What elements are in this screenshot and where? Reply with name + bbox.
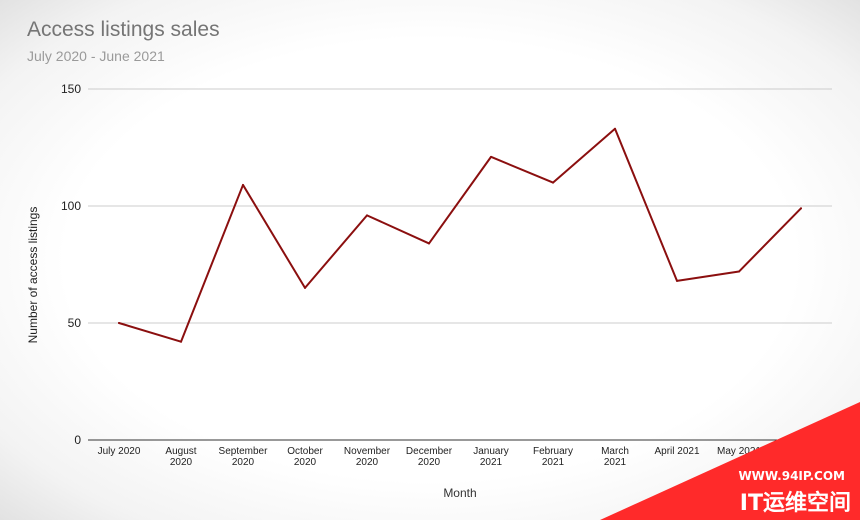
x-tick-label: March 2021	[601, 446, 629, 468]
y-axis-label: Number of access listings	[26, 207, 40, 344]
y-tick-label: 100	[61, 199, 81, 213]
watermark: WWW.94IP.COM IT运维空间	[600, 402, 860, 520]
y-axis-ticks: 0 50 100 150	[61, 82, 81, 447]
x-tick-label: November 2020	[344, 446, 391, 468]
watermark-banner	[600, 402, 860, 520]
x-tick-label: February 2021	[533, 446, 573, 468]
y-tick-label: 50	[68, 316, 82, 330]
data-point	[118, 322, 120, 324]
x-tick-label: July 2020	[98, 446, 141, 457]
data-point	[676, 279, 678, 282]
x-axis-ticks: July 2020 August 2020 September 2020 October 2…	[98, 446, 825, 468]
data-point	[428, 242, 430, 245]
watermark-site: WWW.94IP.COM	[738, 469, 845, 483]
data-point	[552, 181, 554, 184]
data-point	[614, 127, 616, 130]
data-point	[800, 207, 802, 210]
y-tick-label: 150	[61, 82, 81, 96]
data-point	[490, 155, 492, 158]
x-tick-label: August 2020	[165, 446, 196, 468]
x-axis-label: Month	[443, 486, 476, 500]
chart-subtitle: July 2020 - June 2021	[27, 48, 165, 64]
watermark-brand: IT运维空间	[740, 490, 851, 516]
series-line	[118, 127, 802, 343]
x-tick-label: October 2020	[287, 446, 323, 468]
x-tick-label: April 2021	[654, 446, 699, 457]
data-point	[180, 340, 182, 343]
gridlines	[88, 88, 832, 441]
series-group	[118, 127, 802, 343]
x-tick-label: January 2021	[473, 446, 509, 468]
y-tick-label: 0	[74, 433, 81, 447]
x-tick-label: December 2020	[406, 446, 453, 468]
chart-title: Access listings sales	[27, 18, 220, 41]
data-point	[738, 270, 740, 273]
x-tick-label: May 2021	[717, 446, 761, 457]
data-point	[304, 286, 306, 289]
data-point	[366, 214, 368, 217]
data-point	[242, 183, 244, 186]
x-tick-label: September 2020	[219, 446, 269, 468]
